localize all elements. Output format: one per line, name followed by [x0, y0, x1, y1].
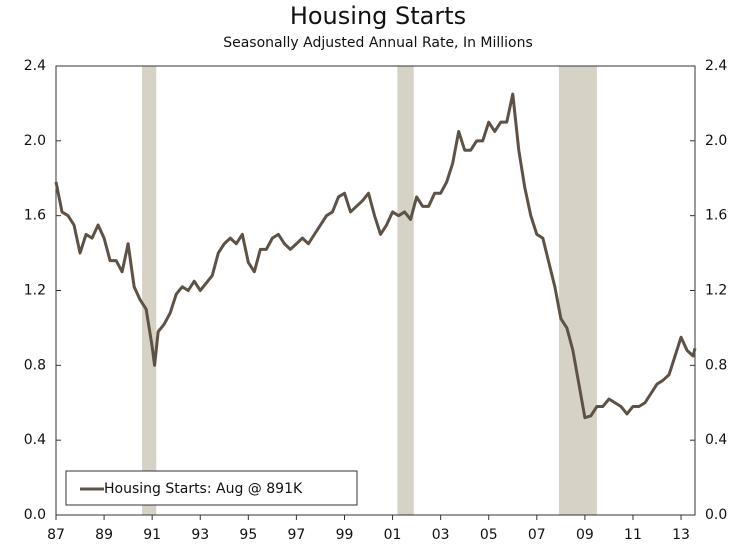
x-tick-label: 05	[480, 527, 498, 543]
x-tick-label: 03	[432, 527, 450, 543]
y2-tick-label: 2.4	[705, 58, 727, 74]
y-tick-label: 0.4	[24, 432, 46, 448]
recession-band	[558, 66, 597, 515]
y-tick-label: 2.4	[24, 58, 46, 74]
x-tick-label: 89	[95, 527, 113, 543]
y-tick-label: 1.2	[24, 283, 46, 299]
y2-tick-label: 0.4	[705, 432, 727, 448]
recession-band	[397, 66, 414, 515]
chart-title: Housing Starts	[290, 2, 466, 30]
y2-tick-label: 0.0	[705, 507, 727, 523]
series-line	[54, 92, 697, 420]
x-tick-label: 97	[287, 527, 305, 543]
x-tick-label: 87	[47, 527, 65, 543]
y2-tick-label: 2.0	[705, 133, 727, 149]
y2-tick-label: 1.2	[705, 283, 727, 299]
x-tick-label: 09	[576, 527, 594, 543]
x-tick-label: 11	[624, 527, 642, 543]
x-tick-label: 07	[528, 527, 546, 543]
x-tick-label: 99	[336, 527, 354, 543]
chart-subtitle: Seasonally Adjusted Annual Rate, In Mill…	[223, 35, 533, 51]
x-tick-label: 01	[384, 527, 402, 543]
y-tick-label: 1.6	[24, 208, 46, 224]
y-tick-label: 2.0	[24, 133, 46, 149]
x-tick-label: 95	[239, 527, 257, 543]
y2-tick-label: 1.6	[705, 208, 727, 224]
legend-box	[65, 470, 358, 506]
y2-tick-label: 0.8	[705, 357, 727, 373]
recession-band	[142, 66, 157, 515]
y-tick-label: 0.0	[24, 507, 46, 523]
x-tick-label: 91	[143, 527, 161, 543]
legend-label: Housing Starts: Aug @ 891K	[104, 481, 303, 497]
x-tick-label: 13	[672, 527, 690, 543]
x-tick-label: 93	[191, 527, 209, 543]
y-tick-label: 0.8	[24, 357, 46, 373]
